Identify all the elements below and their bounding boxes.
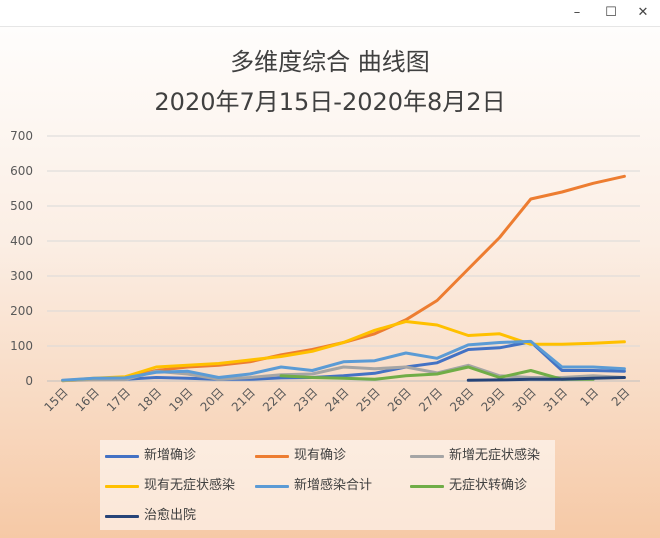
y-tick-label: 100 bbox=[10, 339, 33, 353]
x-tick-label: 15日 bbox=[42, 385, 71, 414]
legend-label: 新增感染合计 bbox=[294, 478, 373, 493]
line-chart: 0 100 200 300 400 500 600 700 15日 16日 17日 18日 19日 20日… bbox=[10, 129, 640, 414]
legend-label: 无症状转确诊 bbox=[449, 478, 528, 493]
close-button[interactable]: ✕ bbox=[637, 5, 649, 20]
legend-label: 治愈出院 bbox=[144, 508, 197, 523]
chart-subtitle: 2020年7月15日-2020年8月2日 bbox=[154, 88, 506, 116]
y-tick-label: 0 bbox=[25, 374, 33, 388]
y-tick-label: 500 bbox=[10, 199, 33, 213]
y-tick-label: 300 bbox=[10, 269, 33, 283]
x-tick-label: 23日 bbox=[291, 385, 320, 414]
minimize-button[interactable]: – bbox=[573, 5, 581, 20]
x-tick-label: 16日 bbox=[73, 385, 102, 414]
legend-item: 现有无症状感染 bbox=[105, 475, 235, 497]
x-tick-label: 19日 bbox=[166, 385, 195, 414]
legend-label: 现有确诊 bbox=[294, 448, 347, 463]
legend-swatch bbox=[105, 454, 139, 458]
y-tick-label: 400 bbox=[10, 234, 33, 248]
x-tick-label: 20日 bbox=[198, 385, 227, 414]
series-line-5 bbox=[61, 339, 626, 382]
x-tick-label: 31日 bbox=[541, 385, 570, 414]
x-tick-label: 2日 bbox=[609, 385, 633, 409]
window-titlebar: – ☐ ✕ bbox=[0, 0, 660, 27]
x-tick-label: 30日 bbox=[510, 385, 539, 414]
legend-swatch bbox=[255, 484, 289, 488]
legend-item: 新增无症状感染 bbox=[410, 445, 540, 467]
legend-item: 新增确诊 bbox=[105, 445, 196, 467]
y-tick-label: 700 bbox=[10, 129, 33, 143]
x-tick-label: 28日 bbox=[447, 385, 476, 414]
legend-swatch bbox=[105, 514, 139, 518]
y-tick-label: 600 bbox=[10, 164, 33, 178]
x-tick-label: 1日 bbox=[578, 385, 602, 409]
x-tick-label: 26日 bbox=[385, 385, 414, 414]
x-tick-label: 18日 bbox=[135, 385, 164, 414]
legend-swatch bbox=[410, 484, 444, 488]
legend-swatch bbox=[255, 454, 289, 458]
x-tick-label: 24日 bbox=[322, 385, 351, 414]
x-tick-label: 25日 bbox=[354, 385, 383, 414]
chart-legend: 新增确诊 现有确诊 新增无症状感染现有无症状感染 新增感染合计 无症状转确诊治愈出院 bbox=[100, 440, 555, 530]
legend-label: 现有无症状感染 bbox=[144, 478, 236, 493]
legend-label: 新增无症状感染 bbox=[449, 448, 541, 463]
legend-item: 治愈出院 bbox=[105, 505, 196, 527]
x-tick-label: 29日 bbox=[478, 385, 507, 414]
legend-item: 现有确诊 bbox=[255, 445, 346, 467]
x-tick-label: 27日 bbox=[416, 385, 445, 414]
legend-swatch bbox=[410, 454, 444, 458]
series-line-4 bbox=[61, 320, 626, 383]
legend-item: 新增感染合计 bbox=[255, 475, 372, 497]
maximize-button[interactable]: ☐ bbox=[605, 5, 617, 20]
x-tick-label: 21日 bbox=[229, 385, 258, 414]
series-line-7 bbox=[466, 376, 626, 382]
y-tick-label: 200 bbox=[10, 304, 33, 318]
x-tick-label: 22日 bbox=[260, 385, 289, 414]
legend-label: 新增确诊 bbox=[144, 448, 197, 463]
legend-swatch bbox=[105, 484, 139, 488]
series-line-6 bbox=[279, 365, 595, 381]
x-tick-label: 17日 bbox=[104, 385, 133, 414]
legend-item: 无症状转确诊 bbox=[410, 475, 527, 497]
chart-title: 多维度综合 曲线图 bbox=[230, 48, 430, 76]
